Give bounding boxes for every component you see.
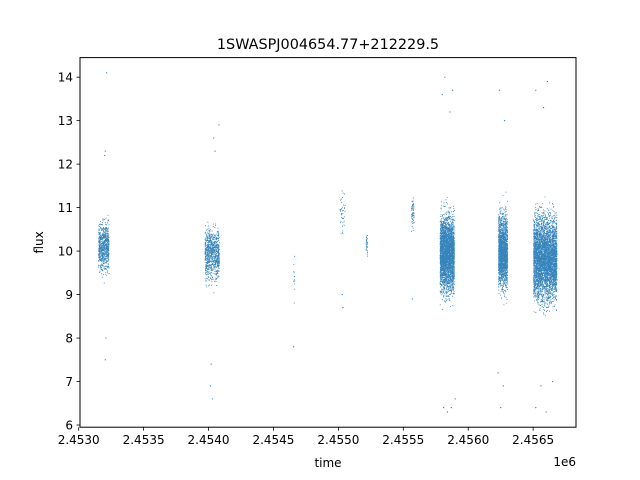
x-axis-offset-label: 1e6 [553, 455, 576, 469]
x-axis-title: time [314, 456, 341, 470]
data-point [452, 89, 454, 91]
plot-frame [79, 57, 577, 428]
data-point [441, 93, 443, 96]
data-point [503, 120, 506, 122]
data-point [449, 111, 451, 113]
data-point [444, 76, 446, 78]
data-point [535, 89, 537, 91]
data-point [497, 372, 499, 374]
data-point-cluster [204, 221, 220, 294]
data-point [104, 150, 106, 152]
data-point-cluster [339, 190, 346, 235]
data-point [442, 407, 445, 409]
data-point-cluster [533, 196, 558, 316]
data-point [542, 107, 545, 109]
data-point [546, 80, 549, 83]
data-point-cluster [411, 197, 415, 232]
data-point [104, 359, 106, 361]
x-tick-label: 2.4530 [58, 433, 100, 447]
chart-title: 1SWASPJ004654.77+212229.5 [217, 37, 439, 53]
y-tick-label: 10 [58, 244, 73, 258]
data-point [210, 363, 212, 365]
data-point [540, 385, 542, 387]
data-point [500, 407, 502, 409]
y-tick-label: 8 [65, 331, 73, 345]
data-point [218, 124, 220, 126]
data-point [342, 307, 344, 309]
data-point [535, 407, 537, 409]
data-point-cluster [98, 214, 110, 284]
data-point [213, 137, 215, 139]
y-axis: 6 7 8 9 10 11 12 13 14 [58, 70, 80, 432]
x-tick-label: 2.4535 [123, 433, 165, 447]
x-tick-label: 2.4540 [188, 433, 230, 447]
y-tick-label: 14 [58, 70, 73, 84]
y-tick-label: 9 [65, 288, 73, 302]
y-tick-label: 6 [65, 418, 73, 432]
data-point-cluster [498, 191, 509, 306]
data-point [450, 407, 452, 409]
data-point [341, 293, 343, 296]
data-point [498, 89, 500, 91]
y-tick-label: 7 [65, 375, 73, 389]
data-point-cluster [365, 234, 369, 257]
y-tick-label: 11 [58, 201, 73, 215]
y-tick-label: 12 [58, 157, 73, 171]
data-point [552, 380, 554, 383]
data-point-cluster [439, 196, 455, 310]
x-tick-label: 2.4555 [382, 433, 424, 447]
data-point [209, 385, 212, 387]
data-point [292, 346, 295, 348]
data-point [545, 411, 547, 413]
data-point [105, 337, 107, 339]
x-tick-label: 2.4565 [512, 433, 554, 447]
x-axis: 2.4530 2.4535 2.4540 2.4545 2.4550 2.4555 2.45… [58, 427, 554, 447]
data-point [214, 150, 216, 152]
data-point [211, 398, 214, 400]
x-tick-label: 2.4550 [317, 433, 359, 447]
x-tick-label: 2.4545 [252, 433, 294, 447]
data-point [106, 72, 108, 74]
y-axis-title: flux [32, 231, 46, 253]
data-point [446, 411, 449, 413]
data-point [104, 154, 106, 157]
data-point-cluster [293, 255, 296, 304]
y-tick-label: 13 [58, 114, 73, 128]
x-tick-label: 2.4560 [447, 433, 489, 447]
data-point [502, 385, 504, 387]
data-points [98, 72, 558, 413]
data-point [454, 398, 456, 400]
data-point [411, 298, 413, 300]
